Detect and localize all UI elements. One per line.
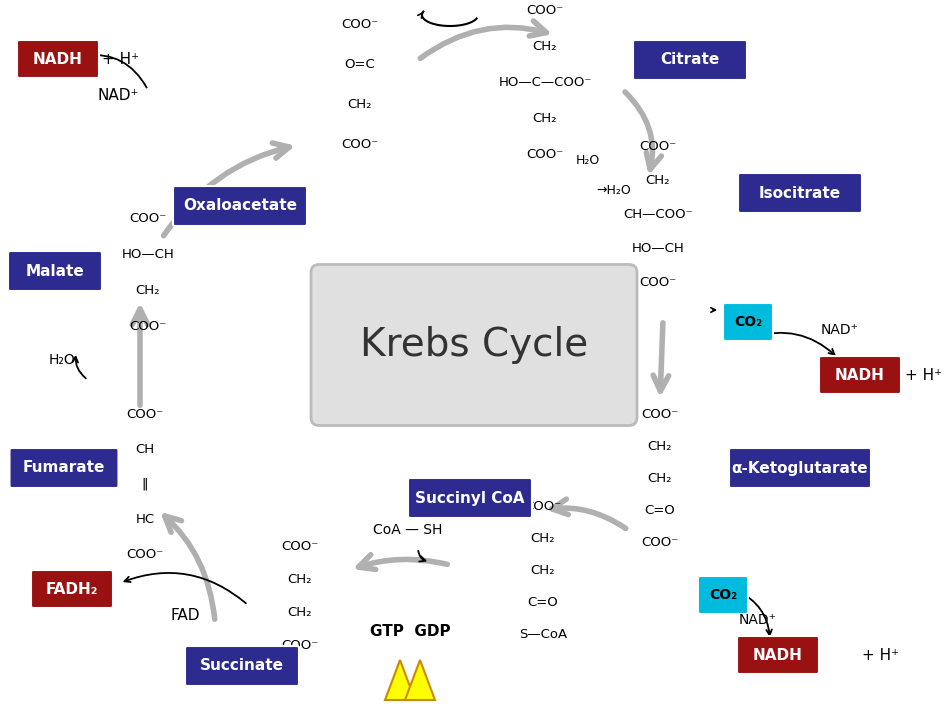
FancyBboxPatch shape — [819, 356, 901, 394]
Polygon shape — [405, 660, 435, 700]
Text: Fumarate: Fumarate — [23, 461, 105, 476]
Text: COO⁻: COO⁻ — [639, 276, 677, 289]
Text: HO—CH: HO—CH — [631, 242, 684, 255]
FancyBboxPatch shape — [185, 646, 299, 686]
FancyBboxPatch shape — [698, 576, 748, 614]
Text: NADH: NADH — [33, 51, 82, 67]
Text: CH₂: CH₂ — [288, 573, 312, 586]
Text: CH₂: CH₂ — [647, 472, 672, 485]
Text: Krebs Cycle: Krebs Cycle — [360, 326, 588, 364]
Text: HO—C—COO⁻: HO—C—COO⁻ — [499, 76, 592, 89]
FancyBboxPatch shape — [738, 173, 862, 213]
Text: + H⁺: + H⁺ — [905, 368, 942, 383]
FancyBboxPatch shape — [8, 251, 102, 291]
Text: GTP  GDP: GTP GDP — [370, 624, 450, 639]
Text: Citrate: Citrate — [661, 53, 720, 68]
Text: CoA — SH: CoA — SH — [374, 523, 443, 537]
Text: COO⁻: COO⁻ — [129, 320, 167, 333]
Text: COO⁻: COO⁻ — [642, 408, 679, 421]
Text: COO⁻: COO⁻ — [282, 540, 319, 553]
Text: HC: HC — [136, 513, 155, 526]
Text: FAD: FAD — [171, 609, 200, 624]
FancyBboxPatch shape — [723, 303, 773, 341]
Text: CO₂: CO₂ — [709, 588, 737, 602]
Text: HO—CH: HO—CH — [121, 248, 174, 261]
Text: NAD⁺: NAD⁺ — [98, 87, 138, 102]
Text: CH₂: CH₂ — [647, 440, 672, 453]
Text: H₂O: H₂O — [48, 353, 76, 367]
Text: COO⁻: COO⁻ — [642, 536, 679, 549]
Text: COO⁻: COO⁻ — [282, 639, 319, 652]
Text: CO₂: CO₂ — [734, 315, 762, 329]
FancyBboxPatch shape — [311, 264, 637, 425]
Text: O=C: O=C — [345, 58, 375, 71]
Text: CH: CH — [136, 443, 155, 456]
Text: CH₂: CH₂ — [531, 564, 556, 577]
Text: S—CoA: S—CoA — [519, 628, 567, 641]
Text: C=O: C=O — [528, 596, 558, 609]
Text: COO⁻: COO⁻ — [524, 500, 561, 513]
Text: CH₂: CH₂ — [533, 40, 557, 53]
Text: COO⁻: COO⁻ — [341, 18, 378, 31]
Text: + H⁺: + H⁺ — [862, 648, 899, 663]
Text: CH₂: CH₂ — [533, 112, 557, 125]
FancyBboxPatch shape — [408, 478, 532, 518]
FancyBboxPatch shape — [633, 40, 747, 80]
FancyBboxPatch shape — [31, 570, 113, 608]
Text: COO⁻: COO⁻ — [341, 138, 378, 151]
Text: H₂O: H₂O — [575, 154, 600, 166]
Text: COO⁻: COO⁻ — [526, 148, 564, 161]
Text: NADH: NADH — [753, 648, 803, 663]
Text: →H₂O: →H₂O — [596, 183, 631, 196]
Text: CH₂: CH₂ — [531, 532, 556, 545]
Text: NADH: NADH — [835, 368, 884, 383]
Text: Succinyl CoA: Succinyl CoA — [415, 491, 525, 506]
Text: CH₂: CH₂ — [646, 174, 670, 187]
Text: + H⁺: + H⁺ — [102, 51, 139, 67]
Text: FADH₂: FADH₂ — [46, 582, 99, 597]
FancyBboxPatch shape — [173, 186, 307, 226]
Text: COO⁻: COO⁻ — [126, 408, 164, 421]
FancyBboxPatch shape — [729, 448, 871, 488]
Text: COO⁻: COO⁻ — [126, 548, 164, 561]
FancyBboxPatch shape — [737, 636, 819, 674]
Polygon shape — [385, 660, 415, 700]
Text: ‖: ‖ — [141, 478, 148, 491]
Text: NAD⁺: NAD⁺ — [821, 323, 859, 337]
Text: COO⁻: COO⁻ — [129, 212, 167, 225]
Text: COO⁻: COO⁻ — [526, 4, 564, 17]
Text: COO⁻: COO⁻ — [639, 140, 677, 153]
Text: C=O: C=O — [645, 504, 675, 517]
Text: CH—COO⁻: CH—COO⁻ — [623, 208, 693, 221]
Text: Isocitrate: Isocitrate — [759, 186, 841, 201]
Text: CH₂: CH₂ — [348, 98, 373, 111]
Text: Malate: Malate — [26, 264, 84, 279]
FancyBboxPatch shape — [17, 40, 99, 78]
Text: α-Ketoglutarate: α-Ketoglutarate — [732, 461, 868, 476]
Text: Succinate: Succinate — [200, 658, 284, 673]
Text: Oxaloacetate: Oxaloacetate — [183, 198, 297, 213]
Text: CH₂: CH₂ — [136, 284, 160, 297]
Text: CH₂: CH₂ — [288, 606, 312, 619]
Text: NAD⁺: NAD⁺ — [739, 613, 777, 627]
FancyBboxPatch shape — [9, 448, 119, 488]
